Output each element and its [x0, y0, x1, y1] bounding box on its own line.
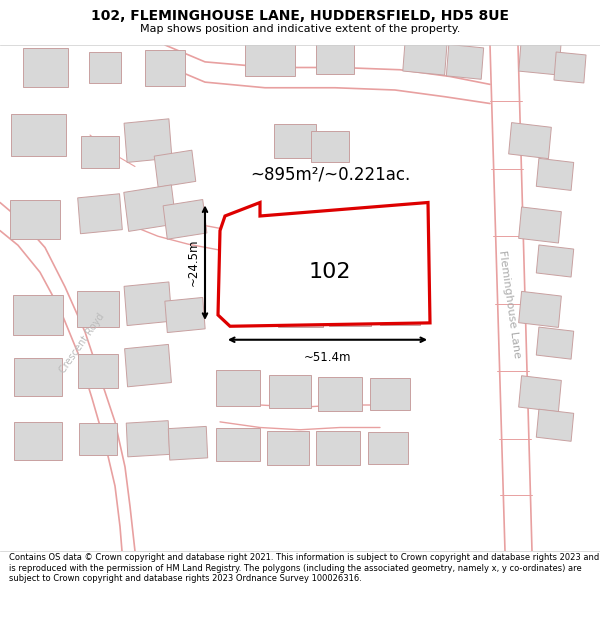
- Bar: [77, 291, 119, 328]
- Bar: [536, 327, 574, 359]
- Bar: [145, 49, 185, 86]
- Bar: [316, 42, 354, 74]
- Bar: [554, 52, 586, 83]
- Bar: [245, 36, 295, 76]
- Text: Fleminghouse Lane: Fleminghouse Lane: [497, 249, 523, 358]
- Bar: [267, 431, 309, 464]
- Bar: [329, 292, 371, 326]
- Bar: [14, 357, 62, 396]
- Bar: [311, 131, 349, 162]
- Bar: [163, 199, 207, 239]
- Bar: [79, 423, 117, 454]
- Bar: [125, 344, 172, 387]
- Bar: [23, 48, 67, 87]
- Bar: [168, 426, 208, 460]
- Bar: [446, 44, 484, 79]
- Bar: [89, 52, 121, 83]
- Bar: [269, 374, 311, 408]
- Bar: [81, 136, 119, 168]
- Bar: [519, 38, 561, 75]
- Bar: [277, 291, 323, 328]
- Bar: [536, 245, 574, 277]
- Bar: [13, 295, 63, 335]
- Bar: [274, 124, 316, 158]
- Bar: [518, 376, 562, 412]
- Text: ~895m²/~0.221ac.: ~895m²/~0.221ac.: [250, 166, 410, 183]
- Polygon shape: [218, 202, 430, 326]
- Bar: [403, 38, 447, 75]
- Bar: [126, 421, 170, 457]
- Bar: [316, 431, 360, 464]
- Bar: [518, 207, 562, 243]
- Bar: [10, 200, 60, 239]
- Bar: [536, 409, 574, 441]
- Text: Contains OS data © Crown copyright and database right 2021. This information is : Contains OS data © Crown copyright and d…: [9, 554, 599, 583]
- Text: Map shows position and indicative extent of the property.: Map shows position and indicative extent…: [140, 24, 460, 34]
- Bar: [11, 114, 65, 156]
- Bar: [14, 422, 62, 460]
- Bar: [78, 354, 118, 388]
- Text: 102, FLEMINGHOUSE LANE, HUDDERSFIELD, HD5 8UE: 102, FLEMINGHOUSE LANE, HUDDERSFIELD, HD…: [91, 9, 509, 23]
- Bar: [370, 378, 410, 409]
- Bar: [509, 122, 551, 159]
- Bar: [124, 185, 176, 231]
- Bar: [536, 158, 574, 191]
- Bar: [216, 370, 260, 406]
- Bar: [165, 298, 205, 332]
- Text: ~24.5m: ~24.5m: [187, 239, 200, 286]
- Text: 102: 102: [309, 262, 351, 282]
- Bar: [154, 150, 196, 188]
- Bar: [518, 291, 562, 328]
- Bar: [77, 194, 122, 234]
- Text: Crescent Royd: Crescent Royd: [58, 311, 106, 375]
- Bar: [368, 432, 408, 464]
- Bar: [318, 377, 362, 411]
- Bar: [216, 428, 260, 461]
- Bar: [380, 294, 420, 325]
- Text: ~51.4m: ~51.4m: [304, 351, 351, 364]
- Bar: [124, 119, 172, 162]
- Bar: [124, 282, 172, 326]
